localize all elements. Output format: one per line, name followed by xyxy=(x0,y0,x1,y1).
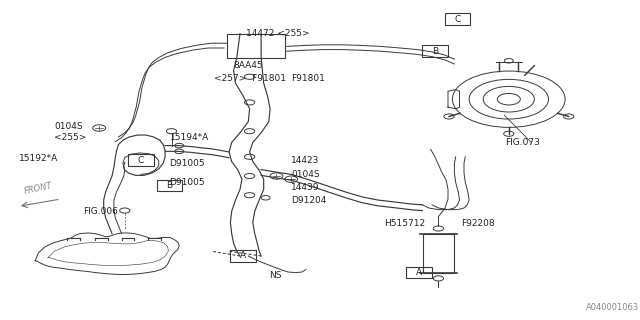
Text: 0104S: 0104S xyxy=(54,122,83,131)
Text: NS: NS xyxy=(269,271,282,280)
Text: F91801: F91801 xyxy=(291,74,325,83)
Bar xyxy=(406,267,432,278)
Text: C: C xyxy=(138,156,144,164)
Text: B: B xyxy=(166,181,173,190)
Text: F92208: F92208 xyxy=(461,220,495,228)
Text: 0104S: 0104S xyxy=(291,170,320,179)
Text: C: C xyxy=(454,15,461,24)
Text: A: A xyxy=(240,252,246,260)
Bar xyxy=(422,45,448,57)
Text: 14472 <255>: 14472 <255> xyxy=(246,29,310,38)
Bar xyxy=(227,34,285,58)
Text: A040001063: A040001063 xyxy=(586,303,639,312)
Bar xyxy=(157,180,182,191)
Text: 15192*A: 15192*A xyxy=(19,154,58,163)
Text: 14439: 14439 xyxy=(291,183,320,192)
Text: <257>  F91801: <257> F91801 xyxy=(214,74,287,83)
Text: A: A xyxy=(416,268,422,277)
Text: H515712: H515712 xyxy=(384,220,425,228)
Text: 8AA45: 8AA45 xyxy=(234,61,263,70)
Text: FIG.006: FIG.006 xyxy=(83,207,118,216)
Text: D91005: D91005 xyxy=(170,178,205,187)
Text: D91005: D91005 xyxy=(170,159,205,168)
Text: 14423: 14423 xyxy=(291,156,319,164)
Text: B: B xyxy=(432,47,438,56)
Text: FRONT: FRONT xyxy=(24,181,53,196)
Bar xyxy=(230,250,256,262)
Bar xyxy=(128,154,154,166)
Text: D91204: D91204 xyxy=(291,196,326,204)
Bar xyxy=(445,13,470,25)
Bar xyxy=(423,234,454,273)
Text: 15194*A: 15194*A xyxy=(170,133,209,142)
Text: FIG.073: FIG.073 xyxy=(506,138,540,147)
Text: <255>: <255> xyxy=(54,133,87,142)
